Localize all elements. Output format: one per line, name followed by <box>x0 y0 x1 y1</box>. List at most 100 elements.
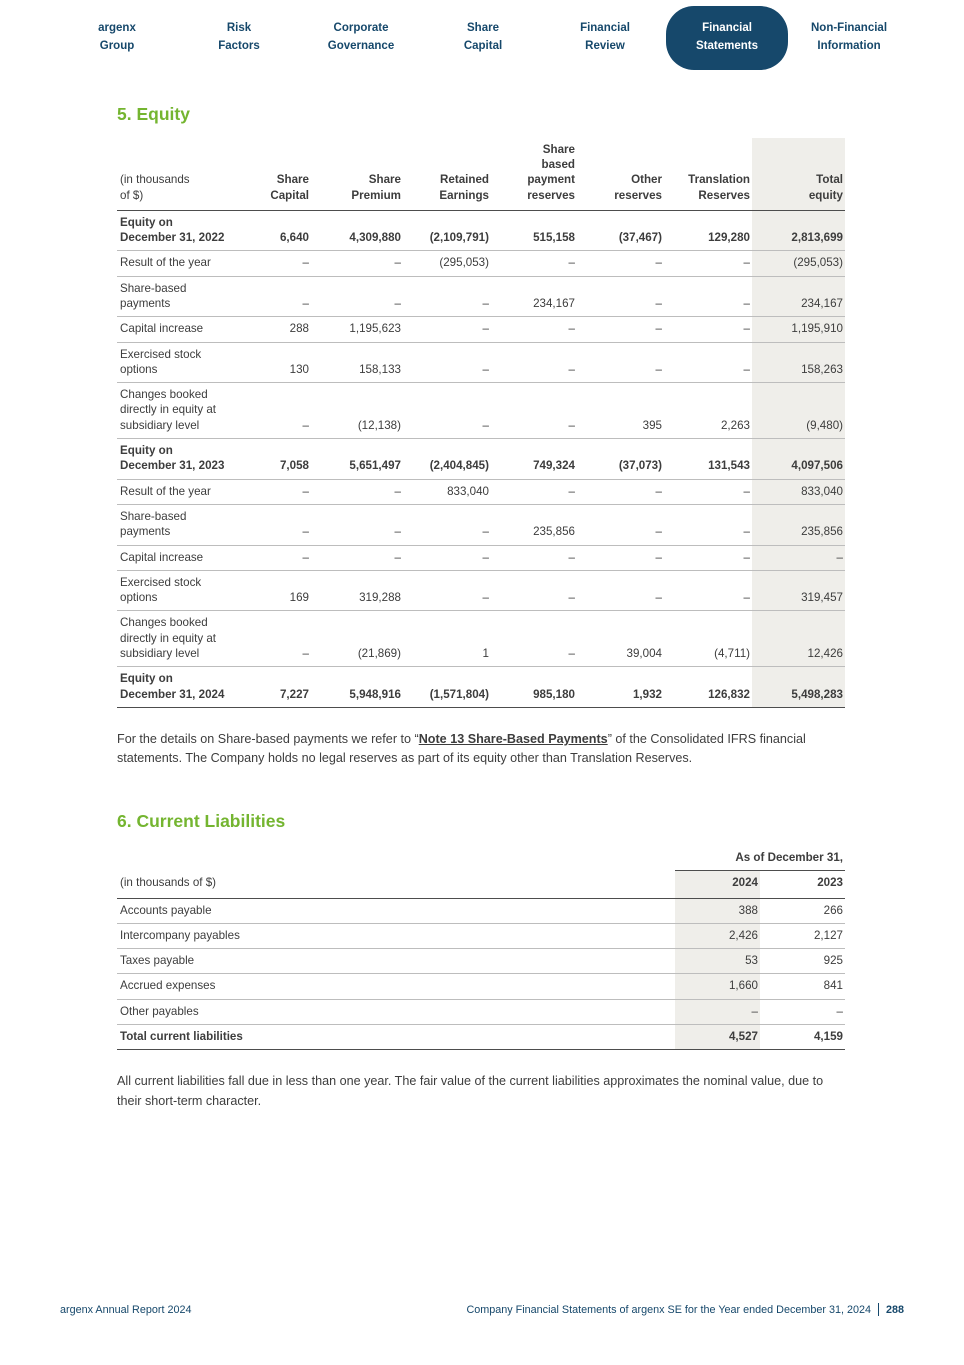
cell-value: – <box>482 525 489 539</box>
cell-value: (2,404,845) <box>429 459 489 473</box>
cell-value: 515,158 <box>533 231 575 245</box>
cell-value: – <box>394 484 401 498</box>
cell-value: 833,040 <box>447 484 489 498</box>
equity-section: 5. Equity (in thousands of $) Share Capit… <box>117 104 847 769</box>
section-nav: argenx Group Risk Factors Corporate Govern… <box>0 0 964 70</box>
cell-value: 2,813,699 <box>752 210 845 251</box>
cell-value: – <box>655 362 662 376</box>
cell-value: (1,571,804) <box>429 687 489 701</box>
table-row: Equity on December 31, 2022 6,640 4,309,88… <box>117 210 845 251</box>
liabilities-table-header-row: (in thousands of $) 2024 2023 <box>117 870 845 899</box>
cell-value: 1 <box>482 647 489 661</box>
equity-note-text-before: For the details on Share-based payments … <box>117 731 419 746</box>
cell-value: 7,227 <box>279 687 309 701</box>
row-label: Equity on December 31, 2024 <box>120 672 225 701</box>
cell-value: 158,263 <box>752 342 845 383</box>
row-label: Intercompany payables <box>120 928 240 942</box>
cell-value: 1,195,910 <box>752 316 845 343</box>
cell-value: – <box>568 256 575 270</box>
liabilities-section: 6. Current Liabilities As of December 31… <box>117 811 847 1111</box>
column-header: 2024 <box>675 870 760 899</box>
cell-value: 5,948,916 <box>349 687 401 701</box>
cell-value: 131,543 <box>708 459 750 473</box>
cell-value: 1,660 <box>675 973 760 1000</box>
table-row: Result of the year – –833,040– – –833,040 <box>117 479 845 505</box>
cell-value: – <box>752 545 845 571</box>
cell-value: (21,869) <box>357 647 401 661</box>
row-label: Share-based payments <box>120 281 187 310</box>
cell-value: – <box>655 525 662 539</box>
table-row: Taxes payable 53 925 <box>117 948 845 974</box>
table-row: Share-based payments – – –235,856– –235,856 <box>117 504 845 546</box>
cell-value: – <box>655 591 662 605</box>
nav-tab-share-capital[interactable]: Share Capital <box>463 22 503 52</box>
table-row: Equity on December 31, 2024 7,227 5,948,91… <box>117 666 845 708</box>
nav-tab-financial-review[interactable]: Financial Review <box>580 22 630 52</box>
table-row: Result of the year – – (295,053) – – – (295,053… <box>117 250 845 277</box>
nav-tab-argenx-group[interactable]: argenx Group <box>98 22 136 52</box>
cell-value: (2,109,791) <box>429 231 489 245</box>
cell-value: – <box>655 297 662 310</box>
table-row: Capital increase 288 1,195,623– – – –1,195,91… <box>117 316 845 343</box>
cell-value: 925 <box>823 954 843 968</box>
column-header: Share based payment reserves <box>527 142 575 202</box>
nav-tab-risk-factors[interactable]: Risk Factors <box>218 22 260 52</box>
equity-table-header-row: (in thousands of $) Share Capital Share Pr… <box>117 137 845 211</box>
cell-value: 12,426 <box>752 610 845 667</box>
column-header: Other reserves <box>614 173 662 202</box>
column-header: 2023 <box>817 876 843 890</box>
cell-value: – <box>743 256 750 270</box>
equity-table: (in thousands of $) Share Capital Share Pr… <box>117 137 845 708</box>
cell-value: (12,138) <box>357 418 401 432</box>
cell-value: – <box>394 256 401 270</box>
cell-value: – <box>743 362 750 376</box>
cell-value: 985,180 <box>533 687 575 701</box>
row-label: Other payables <box>120 1004 199 1018</box>
cell-value: 129,280 <box>708 231 750 245</box>
equity-note-text-after: ” of the Consolidated IFRS financial sta… <box>117 731 806 766</box>
cell-value: 6,640 <box>279 231 309 245</box>
nav-tab-financial-statements[interactable]: Financial Statements <box>666 6 788 70</box>
cell-value: – <box>482 550 489 564</box>
table-row: Capital increase – – – – – – – <box>117 545 845 571</box>
cell-value: – <box>655 322 662 336</box>
footer-page-number: 288 <box>885 1303 904 1316</box>
cell-value: – <box>482 322 489 336</box>
cell-value: – <box>568 591 575 605</box>
column-header: Translation Reserves <box>688 173 750 202</box>
cell-value: 2,263 <box>720 418 750 432</box>
cell-value: – <box>302 484 309 498</box>
cell-value: 833,040 <box>752 479 845 505</box>
cell-value: – <box>743 550 750 564</box>
cell-value: – <box>568 484 575 498</box>
cell-value: – <box>743 322 750 336</box>
row-label: Capital increase <box>120 322 204 336</box>
row-label: Taxes payable <box>120 954 195 968</box>
column-header: (in thousands of $) <box>120 173 190 202</box>
cell-value: 4,159 <box>813 1030 843 1044</box>
row-label: Exercised stock options <box>120 347 202 376</box>
cell-value: – <box>568 322 575 336</box>
table-row: Exercised stock options 130 158,133– – – –158… <box>117 342 845 383</box>
cell-value: 169 <box>289 591 309 605</box>
table-row: Exercised stock options 169 319,288– – – –319… <box>117 570 845 611</box>
cell-value: 158,133 <box>359 362 401 376</box>
cell-value: 2,426 <box>675 923 760 949</box>
equity-note: For the details on Share-based payments … <box>117 730 847 769</box>
cell-value: – <box>743 484 750 498</box>
cell-value: (295,053) <box>752 250 845 277</box>
cell-value: – <box>655 256 662 270</box>
row-label: Capital increase <box>120 550 204 564</box>
cell-value: 235,856 <box>752 504 845 546</box>
cell-value: – <box>743 591 750 605</box>
cell-value: – <box>482 297 489 310</box>
nav-tab-non-financial-information[interactable]: Non-Financial Information <box>810 22 888 52</box>
cell-value: – <box>394 297 401 310</box>
nav-tab-corporate-governance[interactable]: Corporate Governance <box>327 22 395 52</box>
note-13-link[interactable]: Note 13 Share-Based Payments <box>418 731 608 746</box>
footer-separator <box>877 1303 879 1316</box>
cell-value: 53 <box>675 948 760 974</box>
cell-value: 266 <box>823 903 843 917</box>
cell-value: 1,195,623 <box>349 322 401 336</box>
liabilities-table: As of December 31, (in thousands of $) 20… <box>117 845 845 1050</box>
